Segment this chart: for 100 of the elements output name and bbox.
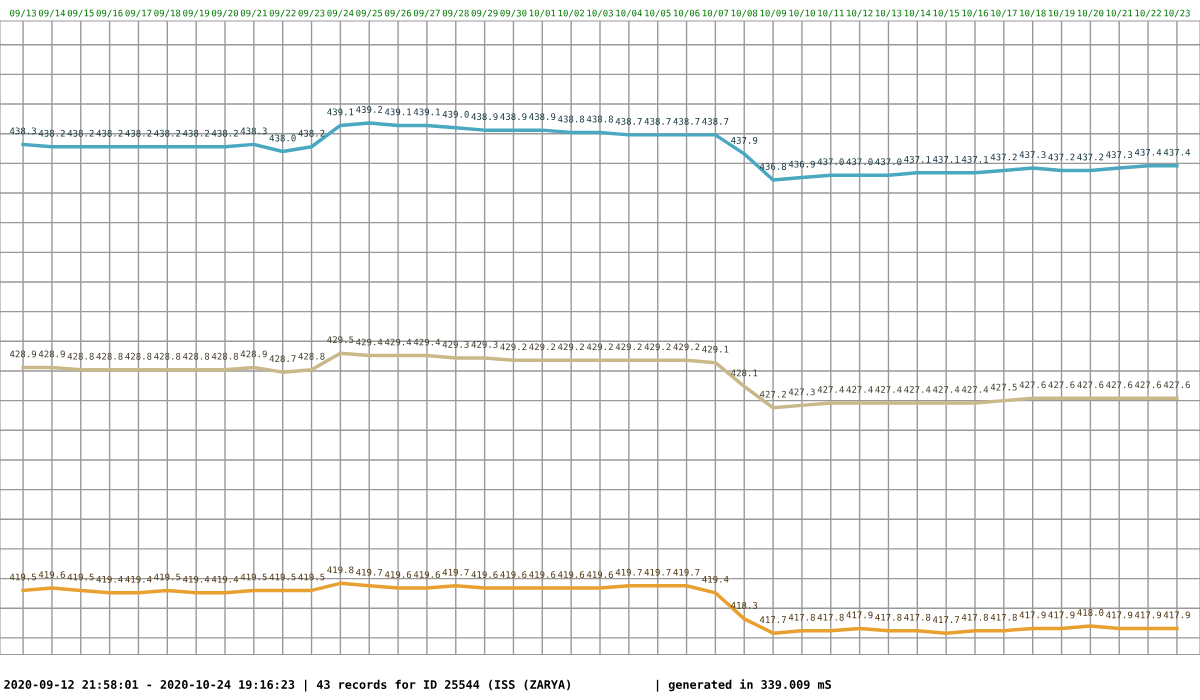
data-label: 429.4 bbox=[384, 338, 412, 346]
data-label: 429.2 bbox=[586, 343, 613, 351]
data-label: 438.7 bbox=[673, 117, 700, 125]
data-label: 417.9 bbox=[846, 611, 873, 619]
data-label: 437.2 bbox=[1048, 153, 1075, 161]
x-tick-label: 10/11 bbox=[818, 9, 844, 18]
data-label: 439.1 bbox=[413, 108, 440, 116]
x-tick-label: 09/25 bbox=[356, 9, 383, 18]
data-label: 419.6 bbox=[558, 571, 585, 578]
data-label: 419.6 bbox=[529, 571, 556, 578]
x-tick-label: 10/14 bbox=[904, 9, 931, 18]
data-label: 418.0 bbox=[1077, 609, 1104, 616]
x-tick-label: 09/19 bbox=[183, 9, 210, 18]
data-label: 419.8 bbox=[327, 566, 354, 574]
data-label: 437.0 bbox=[875, 158, 902, 166]
data-label: 419.6 bbox=[500, 571, 527, 578]
x-tick-label: 10/05 bbox=[645, 9, 671, 18]
x-tick-label: 09/20 bbox=[212, 9, 238, 18]
x-tick-label: 09/23 bbox=[298, 9, 325, 18]
data-label: 437.1 bbox=[933, 155, 960, 163]
data-label: 419.4 bbox=[211, 575, 239, 583]
data-label: 417.7 bbox=[933, 616, 960, 623]
data-label: 428.9 bbox=[38, 350, 65, 358]
data-label: 428.8 bbox=[125, 352, 152, 360]
data-label: 419.4 bbox=[183, 575, 210, 583]
data-label: 419.7 bbox=[615, 568, 642, 576]
data-label: 429.4 bbox=[413, 338, 441, 346]
data-label: 417.9 bbox=[1106, 611, 1133, 619]
data-label: 429.3 bbox=[442, 341, 469, 348]
data-label: 427.3 bbox=[788, 388, 815, 396]
data-label: 419.6 bbox=[586, 571, 613, 578]
x-tick-label: 09/17 bbox=[125, 9, 152, 18]
data-label: 428.8 bbox=[67, 352, 94, 360]
data-label: 437.0 bbox=[817, 158, 844, 166]
x-tick-label: 10/01 bbox=[529, 9, 556, 18]
data-label: 429.2 bbox=[644, 343, 671, 351]
data-label: 419.7 bbox=[356, 568, 383, 576]
data-label: 419.7 bbox=[644, 568, 671, 576]
data-label: 438.2 bbox=[298, 129, 325, 137]
data-label: 438.8 bbox=[558, 115, 585, 123]
x-tick-label: 10/07 bbox=[702, 9, 729, 18]
data-label: 419.5 bbox=[67, 573, 94, 581]
data-label: 429.2 bbox=[500, 343, 527, 351]
x-tick-label: 10/03 bbox=[587, 9, 613, 18]
data-label: 438.7 bbox=[702, 117, 729, 125]
x-tick-label: 09/30 bbox=[500, 9, 527, 18]
data-label: 438.9 bbox=[500, 113, 527, 121]
x-tick-label: 09/13 bbox=[10, 9, 36, 18]
data-label: 437.1 bbox=[961, 155, 988, 163]
data-label: 427.4 bbox=[904, 386, 931, 393]
x-tick-label: 10/18 bbox=[1020, 9, 1046, 18]
x-tick-label: 10/17 bbox=[991, 9, 1017, 18]
x-tick-label: 09/29 bbox=[471, 9, 498, 18]
data-label: 438.9 bbox=[471, 113, 498, 121]
x-tick-label: 10/19 bbox=[1049, 9, 1075, 18]
data-label: 428.9 bbox=[240, 350, 267, 358]
data-label: 438.2 bbox=[125, 129, 152, 137]
data-label: 427.6 bbox=[1106, 381, 1133, 389]
x-tick-label: 09/14 bbox=[38, 9, 66, 18]
data-label: 437.0 bbox=[846, 158, 873, 166]
data-label: 419.5 bbox=[240, 573, 267, 581]
data-label: 419.5 bbox=[9, 573, 36, 581]
data-label: 429.5 bbox=[327, 336, 354, 344]
x-tick-label: 10/15 bbox=[933, 9, 960, 18]
data-label: 419.4 bbox=[125, 575, 152, 583]
data-label: 439.1 bbox=[327, 108, 354, 116]
data-label: 428.8 bbox=[96, 352, 123, 360]
x-tick-label: 10/02 bbox=[558, 9, 584, 18]
x-tick-label: 10/16 bbox=[962, 9, 988, 18]
data-label: 438.0 bbox=[269, 134, 296, 142]
data-label: 438.2 bbox=[211, 129, 238, 137]
x-tick-label: 10/12 bbox=[847, 9, 873, 18]
data-label: 438.3 bbox=[9, 127, 36, 135]
data-label: 427.6 bbox=[1134, 381, 1162, 389]
data-label: 427.6 bbox=[1019, 381, 1046, 389]
x-tick-label: 09/24 bbox=[327, 9, 354, 18]
data-label: 438.3 bbox=[240, 127, 267, 135]
x-tick-label: 10/22 bbox=[1135, 9, 1161, 18]
data-label: 417.7 bbox=[759, 616, 786, 623]
data-label: 419.6 bbox=[384, 571, 412, 578]
data-label: 419.7 bbox=[673, 568, 700, 576]
data-label: 427.4 bbox=[875, 386, 902, 393]
x-tick-label: 10/13 bbox=[875, 9, 902, 18]
data-label: 417.9 bbox=[1163, 611, 1190, 619]
text: 2020-09-12 21:58:01 - 2020-10-24 19:16:23 | 43 records for ID 25544 (ISS (ZARYA) bbox=[4, 679, 570, 692]
data-label: 427.4 bbox=[846, 386, 873, 393]
data-label: 438.9 bbox=[529, 113, 556, 121]
data-label: 428.8 bbox=[298, 352, 325, 360]
text: | generated in 339.009 mS bbox=[656, 679, 831, 692]
data-label: 417.8 bbox=[875, 613, 902, 621]
data-label: 427.2 bbox=[759, 390, 786, 398]
data-label: 419.5 bbox=[154, 573, 181, 581]
data-label: 427.6 bbox=[1163, 381, 1190, 389]
data-label: 439.1 bbox=[384, 108, 412, 116]
data-label: 417.9 bbox=[1048, 611, 1075, 619]
data-label: 437.3 bbox=[1106, 151, 1133, 159]
data-label: 428.1 bbox=[731, 369, 758, 377]
data-label: 428.8 bbox=[183, 352, 210, 360]
data-label: 437.2 bbox=[1077, 153, 1104, 161]
data-label: 437.4 bbox=[1134, 148, 1162, 156]
